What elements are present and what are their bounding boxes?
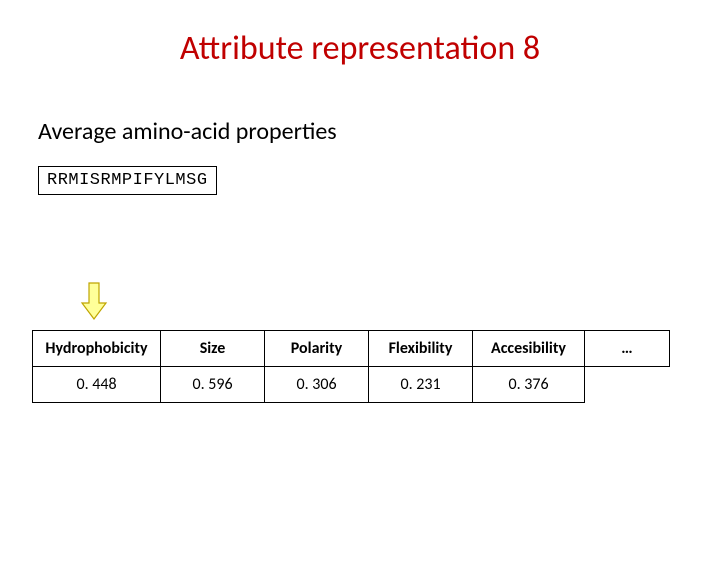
header-ellipsis: … [585,331,670,367]
cell-accesibility: 0. 376 [473,367,585,403]
cell-flexibility: 0. 231 [369,367,473,403]
cell-hydrophobicity: 0. 448 [33,367,161,403]
header-size: Size [161,331,265,367]
properties-table: Hydrophobicity Size Polarity Flexibility… [32,330,670,403]
header-flexibility: Flexibility [369,331,473,367]
header-accesibility: Accesibility [473,331,585,367]
table-row: 0. 448 0. 596 0. 306 0. 231 0. 376 [33,367,670,403]
down-arrow-icon [80,281,108,321]
table-header-row: Hydrophobicity Size Polarity Flexibility… [33,331,670,367]
header-polarity: Polarity [265,331,369,367]
header-hydrophobicity: Hydrophobicity [33,331,161,367]
slide-subtitle: Average amino-acid properties [38,117,720,146]
sequence-box: RRMISRMPIFYLMSG [38,166,217,195]
cell-polarity: 0. 306 [265,367,369,403]
slide-title: Attribute representation 8 [0,28,720,69]
cell-size: 0. 596 [161,367,265,403]
cell-empty [585,367,670,403]
